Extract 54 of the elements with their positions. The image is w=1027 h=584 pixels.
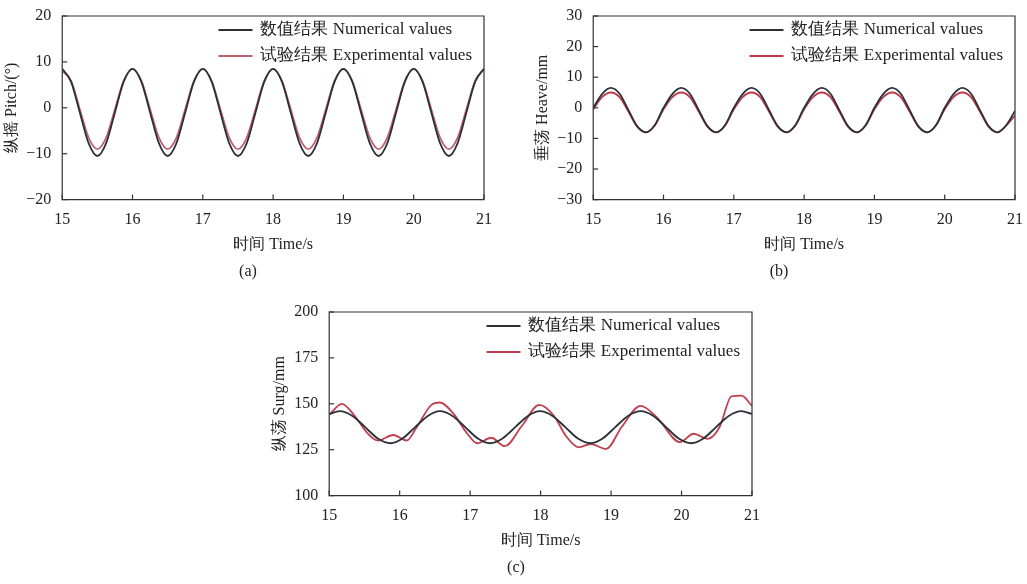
x-tick-label: 21	[476, 210, 492, 228]
y-tick-label: 200	[294, 302, 319, 320]
x-tick-label: 19	[335, 210, 352, 228]
y-axis-title: 纵摇 Pitch/(°)	[1, 62, 20, 153]
x-tick-label: 21	[1007, 210, 1023, 228]
legend-label: 数值结果 Numerical values	[791, 19, 984, 39]
x-axis-title: 时间 Time/s	[500, 530, 581, 548]
text: (c)	[506, 558, 526, 576]
x-tick-label: 18	[796, 210, 813, 228]
y-tick-label: 30	[566, 6, 583, 24]
y-tick-label: −30	[557, 189, 583, 207]
y-tick-label: 150	[294, 394, 319, 411]
legend-label: 试验结果 Experimental values	[260, 45, 473, 65]
x-tick-label: 16	[124, 210, 141, 228]
y-tick-label: −20	[557, 159, 583, 177]
legend-label: 试验结果 Experimental values	[528, 341, 741, 361]
y-tick-label: 100	[294, 485, 319, 503]
line-series	[329, 394, 752, 450]
y-tick-label: 0	[43, 98, 52, 115]
x-tick-label: 18	[265, 210, 282, 228]
x-axis-title: 时间 Time/s	[764, 234, 845, 252]
y-tick-label: −10	[557, 128, 583, 146]
legend-label: 试验结果 Experimental values	[791, 45, 1004, 65]
legend-label: 数值结果 Numerical values	[528, 315, 721, 335]
x-tick-label: 15	[321, 506, 338, 524]
x-tick-label: 18	[532, 506, 549, 524]
y-tick-label: 20	[35, 6, 52, 24]
text: (b)	[768, 262, 790, 280]
y-tick-label: 0	[574, 98, 583, 115]
x-tick-label: 15	[585, 210, 602, 228]
x-tick-label: 20	[405, 210, 422, 228]
y-tick-label: −10	[26, 143, 52, 161]
y-tick-label: 10	[566, 67, 583, 85]
x-tick-label: 19	[866, 210, 883, 228]
y-tick-label: −20	[26, 189, 52, 207]
x-tick-label: 17	[194, 210, 211, 228]
x-tick-label: 20	[673, 506, 690, 524]
y-axis-title: 垂荡 Heave/mm	[532, 54, 550, 161]
x-axis-title: 时间 Time/s	[233, 234, 314, 252]
y-tick-label: 20	[566, 36, 583, 54]
x-tick-label: 21	[744, 506, 760, 524]
y-axis-title: 纵荡 Surg/mm	[269, 355, 288, 452]
y-tick-label: 125	[294, 439, 319, 457]
x-tick-label: 15	[54, 210, 71, 228]
y-tick-label: 10	[35, 52, 52, 70]
x-tick-label: 17	[462, 506, 479, 524]
x-tick-label: 16	[391, 506, 408, 524]
legend-label: 数值结果 Numerical values	[260, 19, 453, 39]
x-tick-label: 17	[725, 210, 742, 228]
x-tick-label: 20	[936, 210, 953, 228]
x-tick-label: 16	[655, 210, 672, 228]
x-tick-label: 19	[603, 506, 620, 524]
text: (a)	[238, 262, 258, 280]
y-tick-label: 175	[294, 348, 319, 366]
